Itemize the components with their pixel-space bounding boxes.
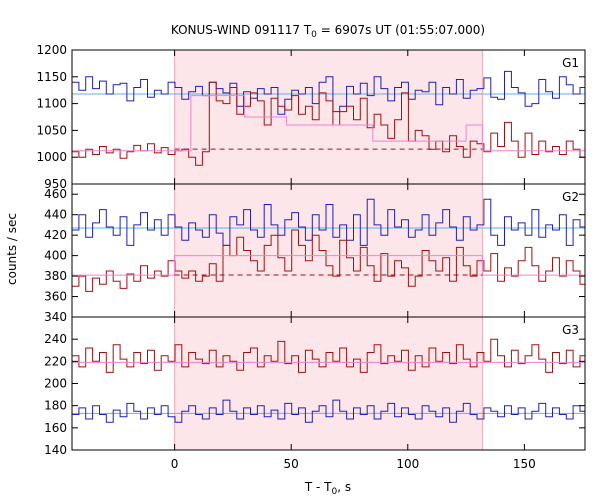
panel-g3-y-tick-label: 200 [44, 377, 67, 391]
panel-g3-clipped [72, 338, 585, 423]
chart-title-rest: = 6907s UT (01:55:07.000) [317, 23, 485, 37]
x-axis-title-rest: , s [337, 480, 351, 494]
panel-g3-y-tick-label: 220 [44, 354, 67, 368]
x-tick-label: 50 [284, 457, 299, 471]
x-axis-title-main: T - T [304, 480, 332, 494]
data-layer [72, 70, 585, 423]
panel-g3-y-tick-label: 160 [44, 421, 67, 435]
y-axis-title: counts / sec [5, 213, 19, 285]
panel-g3-label: G3 [562, 323, 579, 337]
x-tick-label: 150 [513, 457, 536, 471]
panel-g1-clipped [72, 70, 585, 166]
chart-title: KONUS-WIND 091117 T0 = 6907s UT (01:55:0… [171, 23, 485, 40]
panel-g1-series-blue [72, 70, 585, 115]
shaded-interval [174, 49, 483, 451]
x-axis-title-subscript: 0 [332, 487, 338, 497]
panel-g2-y-tick-label: 380 [44, 269, 67, 283]
panel-g3-series-blue [72, 399, 585, 423]
panel-g2-clipped [72, 198, 585, 292]
panel-g3-series-red [72, 338, 585, 373]
panel-g1-data [72, 70, 585, 166]
panel-g3-y-tick-label: 140 [44, 443, 67, 457]
panel-g2-fit-pink [72, 255, 585, 276]
panel-g2-label: G2 [562, 190, 579, 204]
panel-g2-y-tick-label: 360 [44, 290, 67, 304]
panel-g1-label: G1 [562, 56, 579, 70]
panel-g2-y-tick-label: 340 [44, 310, 67, 324]
panel-g1-y-tick-label: 1150 [36, 70, 67, 84]
panel-g1-y-tick-label: 1100 [36, 97, 67, 111]
x-tick-label: 100 [396, 457, 419, 471]
panel-g2-y-tick-label: 400 [44, 249, 67, 263]
panel-g3-y-tick-label: 180 [44, 399, 67, 413]
panel-g2-series-blue [72, 198, 585, 246]
panel-g1-fit-pink [72, 95, 585, 152]
panel-g2-y-tick-label: 440 [44, 208, 67, 222]
chart-title-subscript: 0 [311, 30, 317, 40]
panel-g2-series-red [72, 229, 585, 292]
panel-g2-data [72, 198, 585, 292]
chart-title-main: KONUS-WIND 091117 T [171, 23, 312, 37]
panel-g3-y-tick-label: 240 [44, 332, 67, 346]
panel-g1-y-tick-label: 1200 [36, 43, 67, 57]
tick-layer: 9501000105011001150120034036038040042044… [36, 43, 585, 471]
x-tick-label: 0 [171, 457, 179, 471]
panel-g2-y-tick-label: 420 [44, 228, 67, 242]
panel-g1-y-tick-label: 950 [44, 177, 67, 191]
panel-g3-data [72, 338, 585, 423]
panel-g2-y-tick-label: 460 [44, 187, 67, 201]
panel-g1-y-tick-label: 1000 [36, 150, 67, 164]
panel-g1-y-tick-label: 1050 [36, 123, 67, 137]
shaded-interval-layer [174, 49, 483, 451]
x-axis-title: T - T0, s [304, 480, 351, 497]
